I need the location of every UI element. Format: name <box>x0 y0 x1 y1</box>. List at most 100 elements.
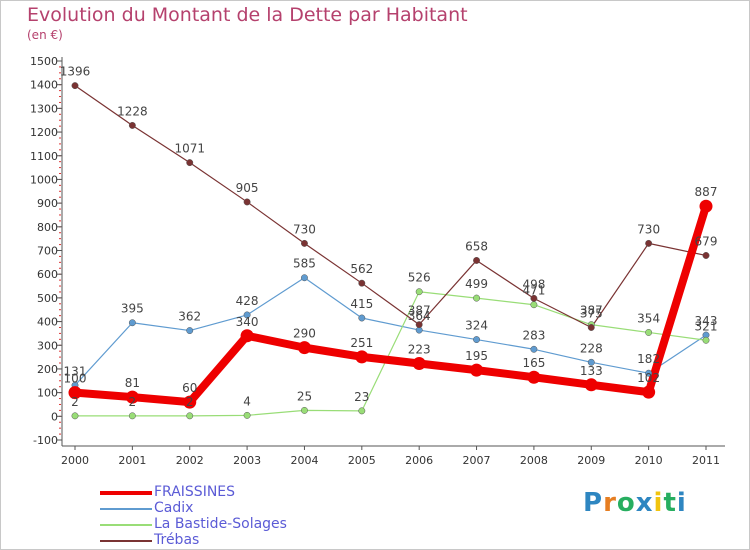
data-label: 730 <box>637 222 660 236</box>
data-label: 1228 <box>117 104 148 118</box>
legend-swatch <box>100 524 152 526</box>
x-tick-label: 2006 <box>405 454 433 467</box>
y-tick-label: -100 <box>33 434 58 447</box>
data-label: 60 <box>182 381 197 395</box>
y-tick-label: 100 <box>37 387 58 400</box>
data-point <box>243 198 251 206</box>
data-label: 223 <box>408 342 431 356</box>
axes: -100 0 100 200 300 400 500 600 700 800 900 1000 1100… <box>30 55 725 467</box>
logo-letter: o <box>616 488 636 518</box>
data-label: 658 <box>465 239 488 253</box>
data-point <box>301 239 308 247</box>
series-lines <box>74 85 710 417</box>
y-tick-label: 700 <box>37 245 58 258</box>
data-point <box>358 314 366 322</box>
logo-letter: t <box>663 488 677 518</box>
x-tick-label: 2002 <box>176 454 204 467</box>
legend-label: Trébas <box>154 532 200 548</box>
data-label: 340 <box>236 315 259 329</box>
data-point <box>473 336 480 344</box>
data-label: 133 <box>580 364 603 378</box>
data-point <box>358 407 366 415</box>
data-label: 4 <box>243 394 251 408</box>
data-point <box>71 412 79 420</box>
y-tick-label: 200 <box>37 363 58 376</box>
data-point <box>473 294 480 302</box>
data-point <box>68 386 82 400</box>
data-point <box>584 378 598 392</box>
x-tick-label: 2011 <box>692 454 720 467</box>
data-label: 283 <box>522 328 545 342</box>
data-label: 499 <box>465 277 488 291</box>
data-label: 387 <box>408 304 431 318</box>
data-label: 102 <box>637 371 660 385</box>
data-label: 679 <box>695 234 718 248</box>
data-label: 100 <box>64 372 87 386</box>
data-label: 395 <box>121 302 144 316</box>
logo-letter: i <box>676 488 687 518</box>
data-label: 251 <box>350 336 373 350</box>
data-point <box>71 82 79 90</box>
y-tick-label: 1500 <box>30 55 58 68</box>
data-label: 165 <box>522 356 545 370</box>
data-label: 228 <box>580 341 603 355</box>
data-label: 364 <box>408 309 431 323</box>
x-tick-label: 2004 <box>290 454 318 467</box>
legend-swatch <box>100 491 152 495</box>
data-point <box>702 252 710 259</box>
data-label: 131 <box>64 364 87 378</box>
data-point <box>527 370 541 384</box>
y-tick-label: 1300 <box>30 102 58 115</box>
data-point <box>642 385 656 399</box>
data-point <box>470 363 484 377</box>
data-point <box>128 412 136 420</box>
data-label: 290 <box>293 327 316 341</box>
data-label: 2 <box>186 395 194 409</box>
logo-letter: P <box>583 488 604 518</box>
series-line-3 <box>74 85 707 329</box>
data-point <box>530 301 538 309</box>
data-label: 887 <box>695 185 718 199</box>
data-point <box>240 329 254 343</box>
data-label: 526 <box>408 271 431 285</box>
data-point <box>355 350 369 364</box>
data-label: 2 <box>129 395 137 409</box>
data-point <box>473 256 480 264</box>
y-tick-label: 900 <box>37 197 58 210</box>
data-point <box>183 395 197 409</box>
series-line-2 <box>75 291 707 417</box>
y-tick-label: 1400 <box>30 79 58 92</box>
x-tick-label: 2007 <box>463 454 491 467</box>
data-label: 428 <box>236 294 259 308</box>
data-label: 354 <box>637 311 660 325</box>
data-point <box>412 356 426 370</box>
data-point <box>186 159 194 167</box>
y-tick-label: 1200 <box>30 126 58 139</box>
data-point <box>128 319 136 327</box>
data-point <box>186 412 194 420</box>
unit-label: (en €) <box>27 28 63 42</box>
data-label: 1396 <box>60 65 91 79</box>
data-point <box>415 288 423 296</box>
series-line-0 <box>74 205 710 407</box>
legend-label: FRAISSINES <box>154 484 236 500</box>
logo-letter: x <box>635 488 654 518</box>
data-label: 362 <box>178 310 201 324</box>
y-tick-label: 1100 <box>30 150 58 163</box>
legend-swatch <box>100 508 152 510</box>
y-tick-label: 0 <box>51 410 58 423</box>
data-label: 321 <box>695 319 718 333</box>
logo-letter: i <box>653 488 664 518</box>
data-point <box>186 327 194 335</box>
data-point <box>530 294 538 302</box>
data-point <box>128 121 136 129</box>
data-label: 471 <box>522 284 545 298</box>
y-tick-label: 1000 <box>30 173 58 186</box>
chart-title: Evolution du Montant de la Dette par Hab… <box>27 4 468 26</box>
data-label: 2 <box>71 395 79 409</box>
series-line-1 <box>74 277 707 386</box>
y-tick-label: 500 <box>37 292 58 305</box>
logo-letter: r <box>603 488 617 518</box>
